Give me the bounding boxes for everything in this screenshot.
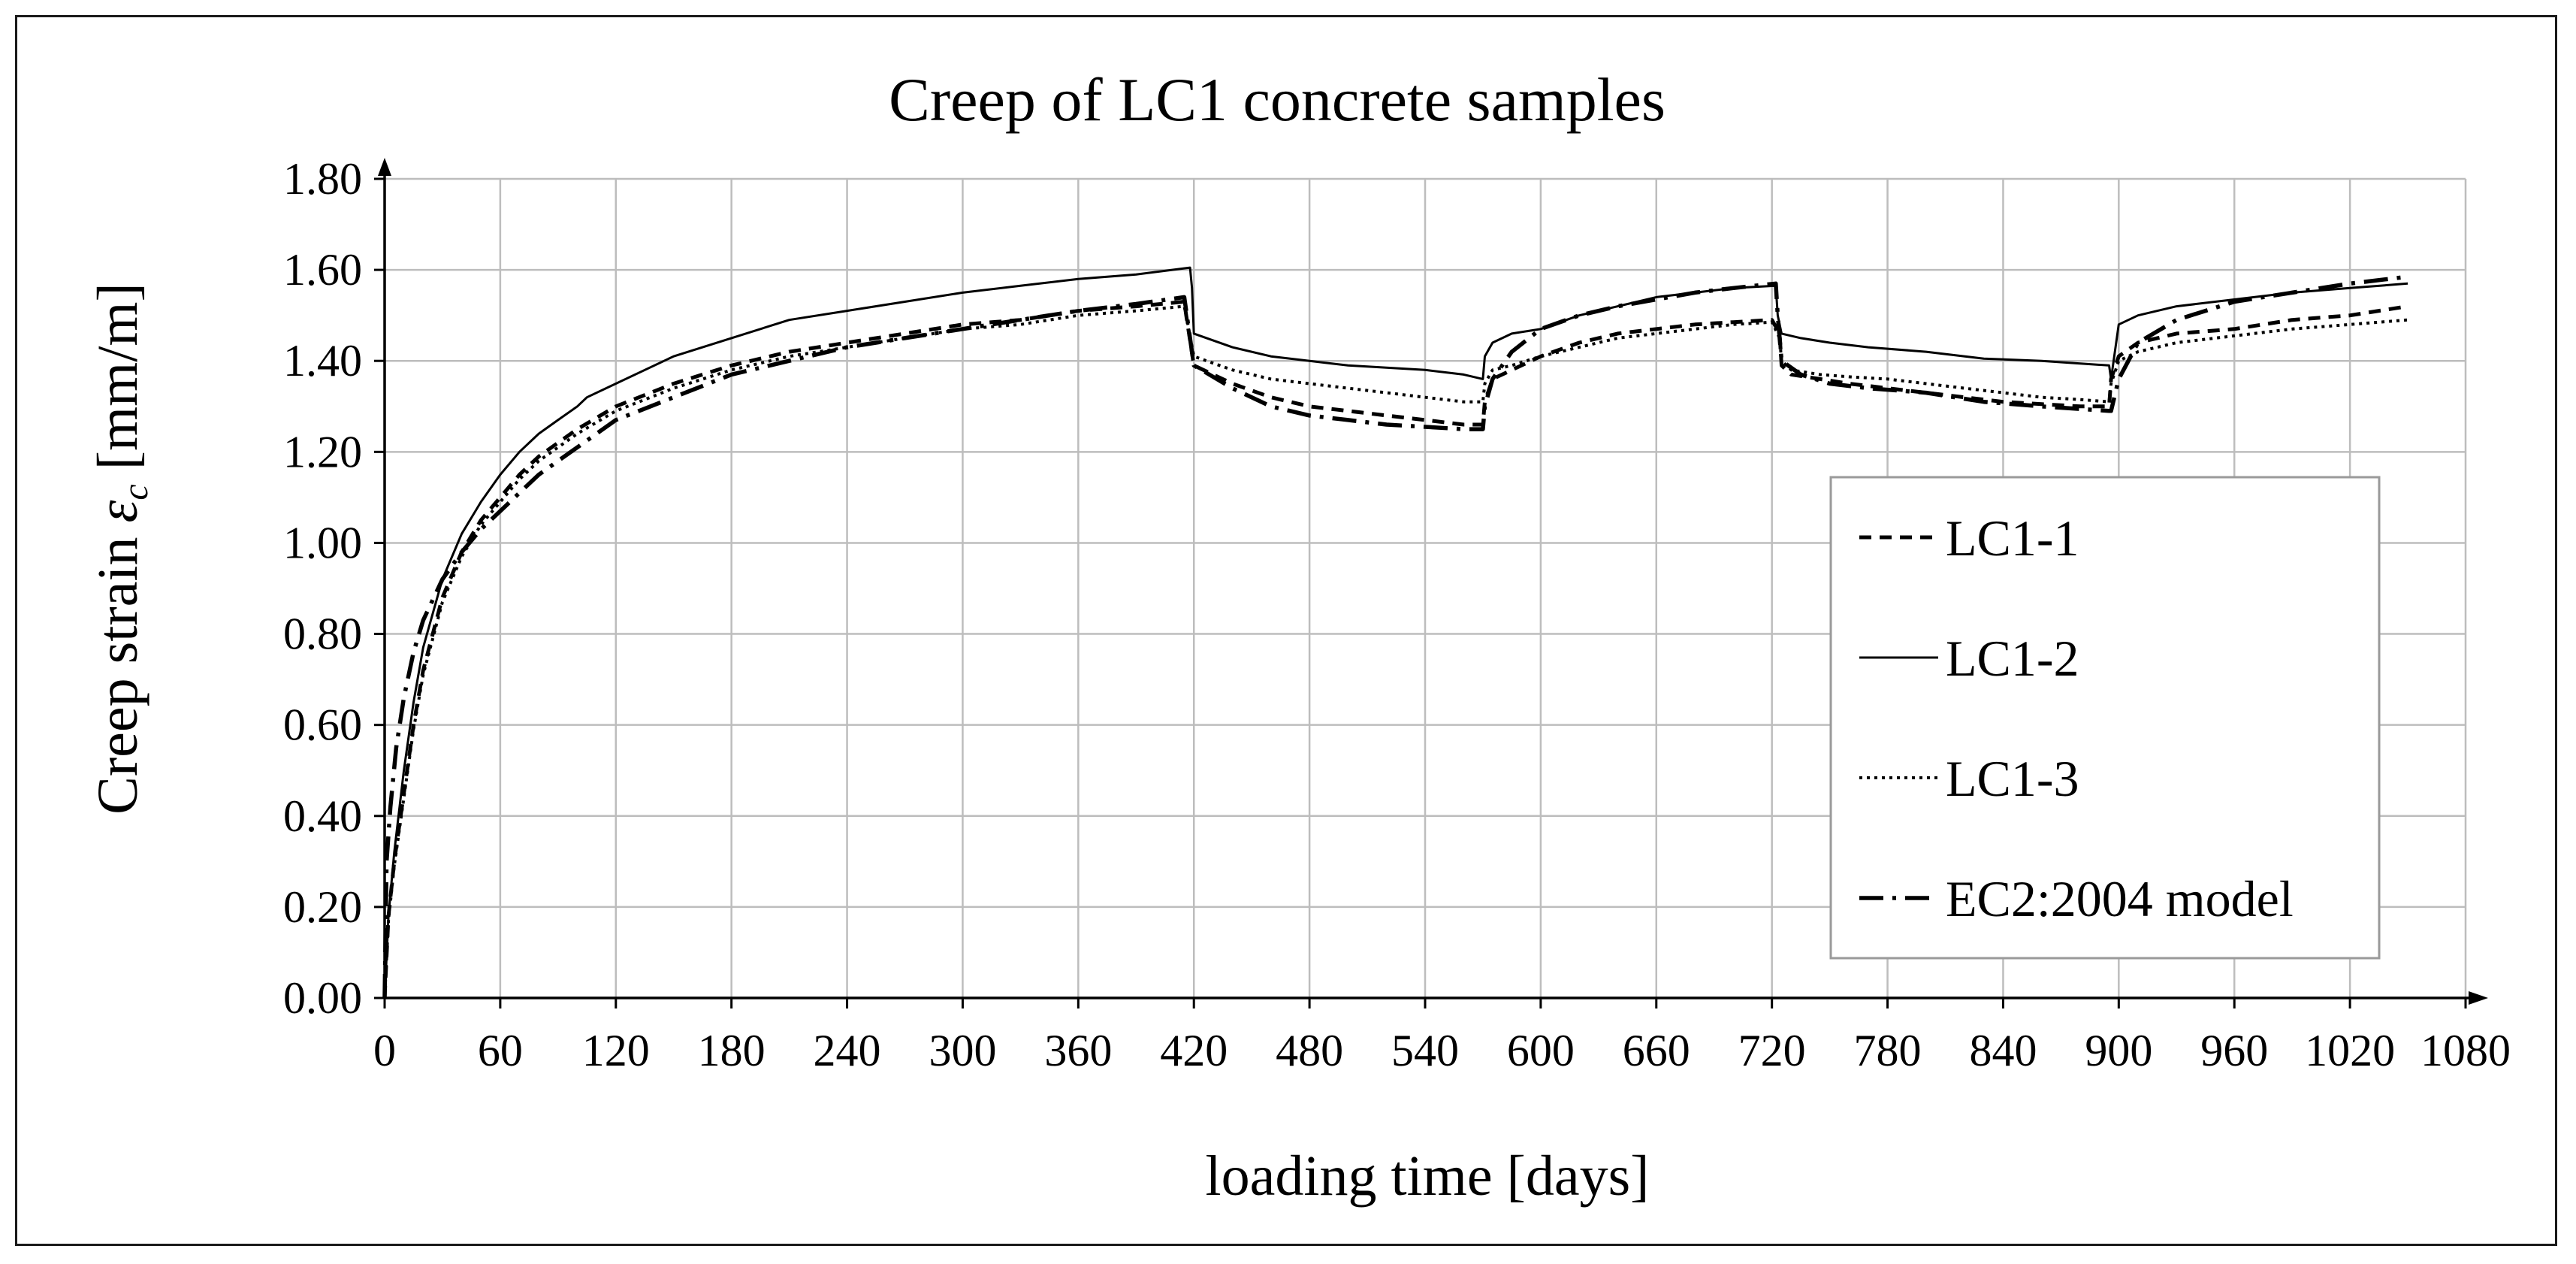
x-tick-label: 1020 [2305,1026,2395,1075]
series-line-lc1-3 [383,304,2408,999]
y-axis-title-subscript: c [116,484,156,500]
y-tick-label: 0.20 [283,882,362,932]
y-tick-label: 1.80 [283,154,362,204]
x-tick-label: 120 [582,1026,650,1075]
y-tick-label: 1.20 [283,427,362,476]
y-tick-label: 0.40 [283,791,362,841]
x-tick-label: 480 [1276,1026,1343,1075]
x-axis-arrow [2469,991,2488,1005]
x-tick-label: 60 [478,1026,523,1075]
y-tick-label: 1.00 [283,518,362,567]
series-line-lc1-2 [383,266,2408,999]
y-tick-label: 1.60 [283,245,362,295]
y-axis-arrow [378,158,391,176]
chart-frame [15,15,2557,1246]
legend-label-lc1-2: LC1-2 [1946,630,2079,687]
y-tick-label: 1.40 [283,336,362,386]
y-axis-title-suffix: [mm/m] [86,283,149,484]
legend-label-lc1-3: LC1-3 [1946,750,2079,807]
x-tick-label: 780 [1854,1026,1922,1075]
x-tick-label: 360 [1044,1026,1112,1075]
tick-labels: 0 60 120 180 240 300 360 420 480 540 600 660 720 780 8… [283,154,2511,1075]
x-axis-title: loading time [days] [1206,1145,1650,1208]
x-tick-label: 900 [2085,1026,2152,1075]
x-tick-label: 0 [373,1026,396,1075]
x-tick-label: 720 [1738,1026,1806,1075]
x-tick-label: 300 [929,1026,996,1075]
y-axis-title-symbol: ε [86,500,149,523]
chart-title: Creep of LC1 concrete samples [889,65,1665,134]
x-tick-label: 660 [1623,1026,1690,1075]
x-tick-label: 1080 [2420,1026,2511,1075]
x-tick-label: 840 [1969,1026,2037,1075]
x-tick-label: 600 [1507,1026,1575,1075]
legend: LC1-1 LC1-2 LC1-3 EC2:2004 model [1829,476,2381,960]
y-tick-label: 0.60 [283,700,362,750]
x-tick-label: 960 [2200,1026,2268,1075]
series-line-ec2-2004-model [382,274,2408,999]
y-tick-label: 0.00 [283,973,362,1023]
y-axis-title-prefix: Creep strain [86,523,149,815]
y-axis-title: Creep strain εc [mm/m] [86,283,156,815]
data-series [382,266,2408,999]
x-tick-label: 240 [814,1026,881,1075]
legend-label-ec2-model: EC2:2004 model [1946,870,2294,927]
x-tick-label: 180 [698,1026,766,1075]
legend-box [1829,476,2381,960]
legend-label-lc1-1: LC1-1 [1946,510,2079,567]
x-tick-label: 540 [1391,1026,1459,1075]
x-tick-label: 420 [1160,1026,1228,1075]
y-tick-label: 0.80 [283,609,362,659]
